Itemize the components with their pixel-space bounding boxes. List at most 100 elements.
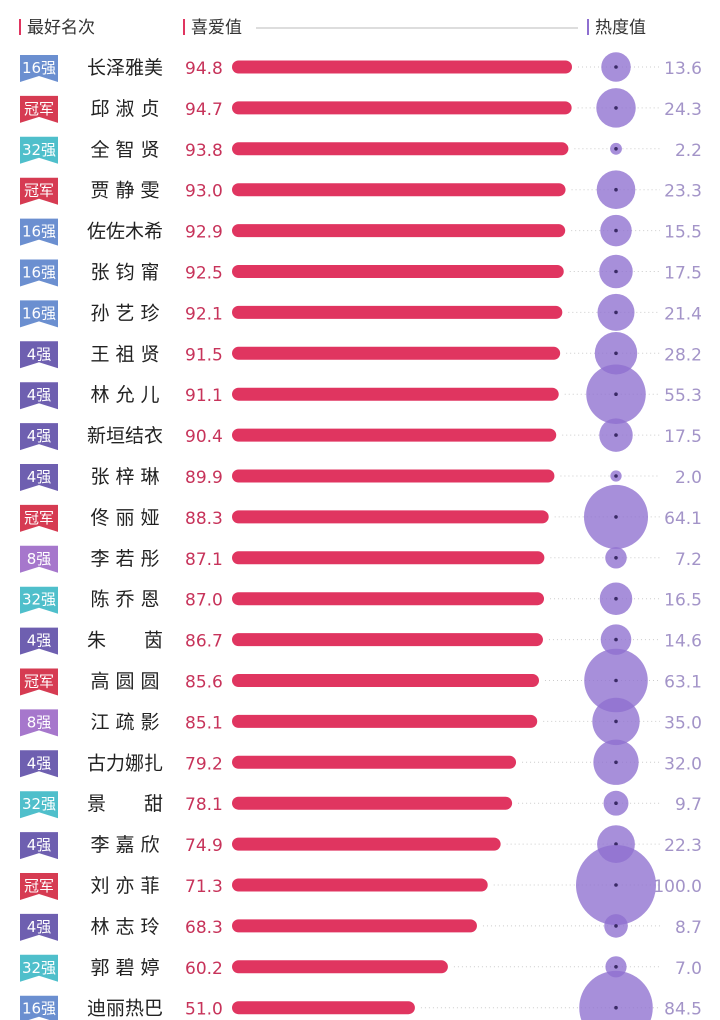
heat-bubble-center bbox=[614, 106, 618, 110]
table-row: 16强 长泽雅美 94.8 13.6 bbox=[20, 55, 702, 82]
rank-badge-label: 4强 bbox=[27, 754, 52, 772]
heat-value: 35.0 bbox=[664, 713, 702, 733]
rank-badge bbox=[20, 709, 58, 737]
rank-badge bbox=[20, 423, 58, 451]
heat-bubble-center bbox=[614, 351, 618, 356]
score-value: 51.0 bbox=[185, 1000, 223, 1020]
contestant-name: 林 允 儿 bbox=[90, 384, 159, 406]
rank-badge bbox=[20, 504, 58, 532]
score-value: 88.3 bbox=[185, 509, 223, 529]
rank-badge bbox=[20, 545, 58, 573]
table-row: 4强 林 允 儿 91.1 55.3 bbox=[20, 382, 702, 410]
heat-bubble-center bbox=[614, 965, 618, 969]
heat-bubble-center bbox=[614, 924, 618, 928]
contestant-name: 李 嘉 欣 bbox=[90, 834, 159, 856]
rank-badge-label: 16强 bbox=[22, 59, 56, 77]
heat-bubble-center bbox=[614, 801, 618, 805]
heat-bubble-center bbox=[614, 310, 618, 315]
table-row: 16强 佐佐木希 92.9 15.5 bbox=[20, 218, 702, 246]
heat-bubble-center bbox=[614, 1005, 618, 1010]
score-bar bbox=[232, 919, 477, 933]
heat-value: 17.5 bbox=[664, 264, 702, 284]
heat-bubble-center bbox=[614, 269, 618, 274]
score-bar bbox=[232, 960, 448, 974]
contestant-name: 新垣结衣 bbox=[87, 425, 163, 447]
rank-badge-label: 4强 bbox=[27, 836, 52, 854]
rank-badge bbox=[20, 873, 58, 900]
score-value: 60.2 bbox=[185, 959, 223, 979]
heat-value: 63.1 bbox=[664, 673, 702, 693]
rank-badge-label: 16强 bbox=[22, 304, 56, 322]
heat-bubble-center bbox=[614, 474, 618, 478]
score-bar bbox=[232, 224, 566, 238]
score-bar bbox=[232, 265, 564, 278]
heat-header-marker bbox=[587, 19, 589, 35]
score-bar bbox=[232, 101, 572, 115]
rank-badge bbox=[20, 55, 58, 82]
heat-value: 100.0 bbox=[653, 877, 702, 897]
score-header-label: 喜爱值 bbox=[191, 18, 242, 38]
rank-badge bbox=[20, 382, 58, 410]
heat-value: 8.7 bbox=[675, 918, 702, 938]
heat-bubbles bbox=[576, 52, 656, 1020]
score-value: 92.9 bbox=[185, 223, 223, 243]
contestant-name: 郭 碧 婷 bbox=[90, 957, 159, 979]
rank-badge bbox=[20, 464, 58, 491]
table-row: 冠军 高 圆 圆 85.6 63.1 bbox=[20, 668, 702, 696]
table-row: 4强 新垣结衣 90.4 17.5 bbox=[20, 423, 702, 451]
heat-value: 16.5 bbox=[664, 591, 702, 611]
heat-bubble-center bbox=[614, 392, 618, 397]
rank-badge bbox=[20, 300, 58, 328]
heat-value: 84.5 bbox=[664, 1000, 702, 1020]
score-value: 94.8 bbox=[185, 59, 223, 79]
score-value: 79.2 bbox=[185, 754, 223, 774]
score-value: 87.0 bbox=[185, 591, 223, 611]
rank-badge-label: 4强 bbox=[27, 632, 52, 650]
heat-bubble-center bbox=[614, 883, 618, 887]
chart-header: 最好名次 喜爱值 热度值 bbox=[19, 18, 646, 38]
rank-header-marker bbox=[19, 19, 21, 35]
heat-bubble-center bbox=[614, 719, 618, 724]
score-value: 86.7 bbox=[185, 632, 223, 652]
rank-badge bbox=[20, 259, 58, 287]
contestant-name: 佟 丽 娅 bbox=[90, 507, 159, 529]
heat-value: 17.5 bbox=[664, 427, 702, 447]
contestant-name: 王 祖 贤 bbox=[90, 343, 159, 365]
contestant-name: 张 梓 琳 bbox=[90, 466, 159, 488]
rank-badge-label: 4强 bbox=[27, 918, 52, 936]
contestant-name: 佐佐木希 bbox=[87, 221, 163, 243]
heat-bubble-center bbox=[614, 760, 618, 765]
heat-bubble-center bbox=[614, 637, 618, 642]
score-value: 94.7 bbox=[185, 100, 223, 120]
heat-value: 9.7 bbox=[675, 795, 702, 815]
rank-header-label: 最好名次 bbox=[27, 18, 95, 38]
chart-rows: 16强 长泽雅美 94.8 13.6 冠军 邱 淑 贞 94.7 24.3 32强 全 智 贤 93… bbox=[20, 55, 702, 1020]
contestant-name: 江 疏 影 bbox=[90, 711, 159, 733]
contestant-name: 孙 艺 珍 bbox=[90, 302, 159, 324]
score-bar bbox=[232, 837, 501, 851]
score-bar bbox=[232, 305, 563, 319]
score-bar bbox=[232, 592, 545, 606]
rank-badge bbox=[20, 750, 58, 778]
rank-badge-label: 冠军 bbox=[24, 182, 54, 200]
table-row: 32强 陈 乔 恩 87.0 16.5 bbox=[20, 586, 702, 614]
score-value: 93.0 bbox=[185, 182, 223, 202]
score-bar bbox=[232, 878, 488, 892]
rank-badge-label: 冠军 bbox=[24, 100, 54, 118]
heat-bubble-center bbox=[614, 515, 618, 519]
heat-value: 13.6 bbox=[664, 59, 702, 79]
rank-badge bbox=[20, 832, 58, 860]
table-row: 4强 李 嘉 欣 74.9 22.3 bbox=[20, 832, 702, 860]
rank-badge-label: 冠军 bbox=[24, 877, 54, 895]
table-row: 4强 朱 茵 86.7 14.6 bbox=[20, 627, 702, 655]
table-row: 4强 王 祖 贤 91.5 28.2 bbox=[20, 341, 702, 369]
contestant-name: 景 甜 bbox=[87, 793, 163, 815]
rank-badge-label: 8强 bbox=[27, 550, 52, 568]
score-header-marker bbox=[183, 19, 185, 35]
rank-badge bbox=[20, 341, 58, 369]
heat-value: 64.1 bbox=[664, 509, 702, 529]
heat-value: 32.0 bbox=[664, 754, 702, 774]
table-row: 32强 郭 碧 婷 60.2 7.0 bbox=[20, 954, 702, 982]
contestant-name: 迪丽热巴 bbox=[87, 998, 163, 1020]
rank-badge bbox=[20, 177, 58, 205]
